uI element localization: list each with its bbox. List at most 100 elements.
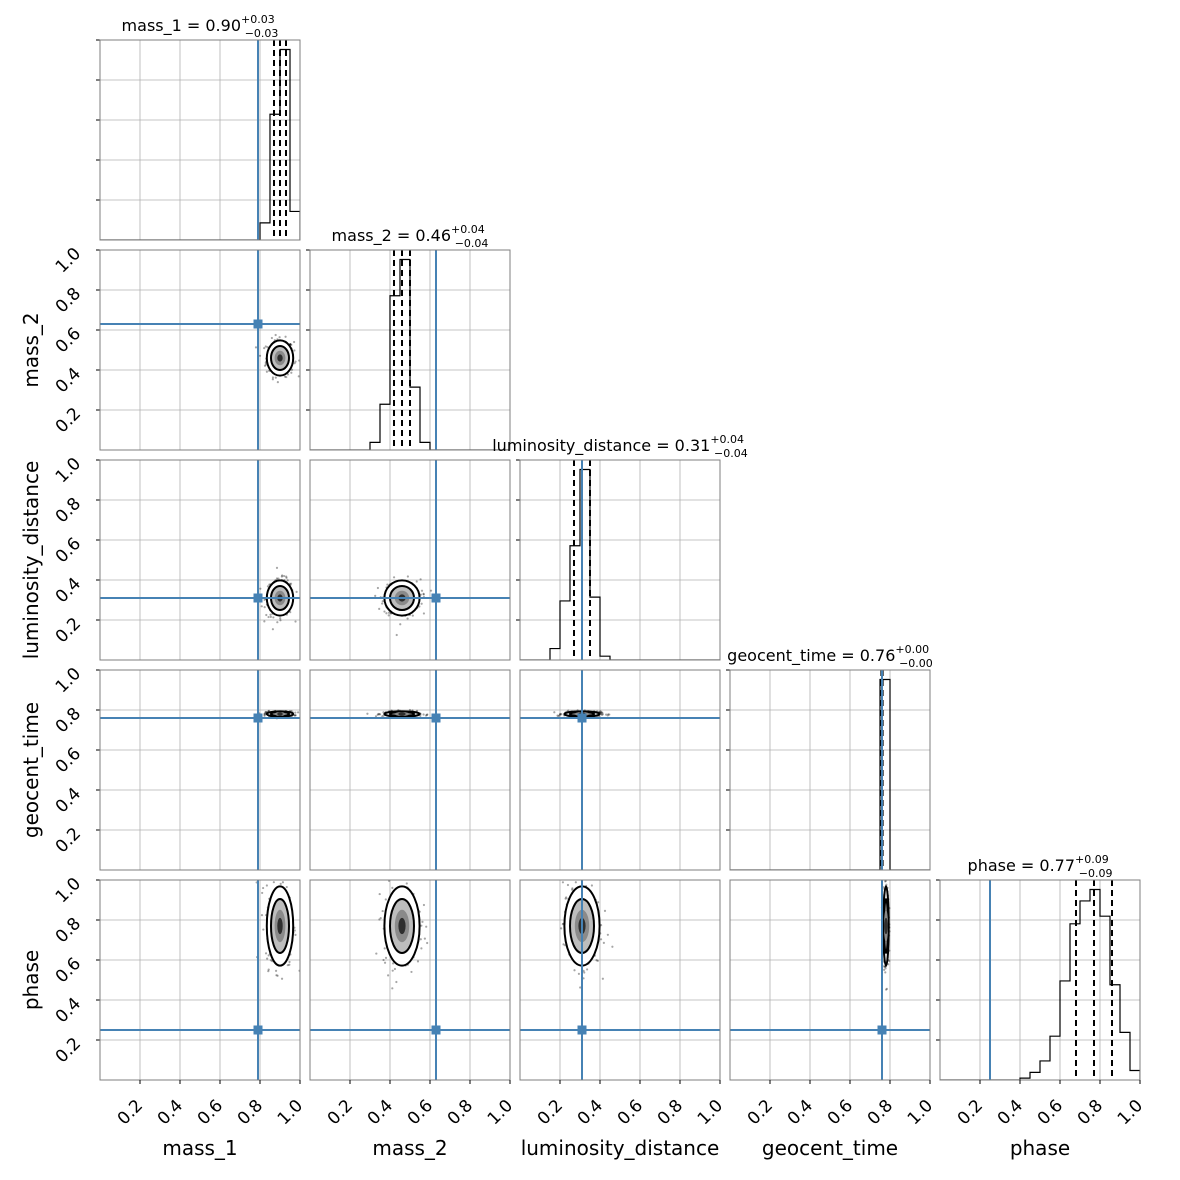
sample-point xyxy=(596,959,599,962)
ytick-label: 0.6 xyxy=(52,324,85,357)
sample-point xyxy=(272,881,275,884)
xtick-label: 0.8 xyxy=(864,1096,897,1129)
ylabel-geocent_time: geocent_time xyxy=(19,702,43,838)
sample-point xyxy=(275,974,278,977)
sample-point xyxy=(294,360,297,363)
sample-point xyxy=(384,956,388,960)
sample-point xyxy=(267,970,270,973)
sample-point xyxy=(285,576,288,579)
sample-point xyxy=(263,712,266,715)
sample-point xyxy=(374,594,377,597)
ylabel-phase: phase xyxy=(19,950,43,1010)
sample-point xyxy=(286,964,289,967)
panel-luminosity_distance-vs-geocent_time xyxy=(519,669,721,871)
sample-point xyxy=(586,968,589,971)
sample-point xyxy=(275,566,279,569)
panel-frame xyxy=(309,669,511,871)
histogram-geocent_time xyxy=(730,678,930,870)
sample-point xyxy=(883,968,886,972)
sample-point xyxy=(422,592,425,595)
title-mass_1: mass_1 = 0.90+0.03 −0.03 xyxy=(122,13,279,40)
xtick-label: 1.0 xyxy=(694,1096,727,1129)
sample-point xyxy=(279,882,282,885)
sample-point xyxy=(274,376,277,379)
sample-point xyxy=(282,574,286,578)
panel-titles: mass_1 = 0.90+0.03 −0.03 mass_2 = 0.46+0.… xyxy=(122,13,1113,880)
sample-point xyxy=(263,605,266,609)
sample-point xyxy=(601,711,604,714)
xtick-label: 0.4 xyxy=(574,1096,607,1129)
panel-content xyxy=(520,670,720,870)
sample-point xyxy=(423,937,426,940)
panel-mass_1 xyxy=(96,39,301,241)
xtick-label: 0.2 xyxy=(744,1096,777,1129)
sample-point xyxy=(571,887,574,890)
ylabel-mass_2: mass_2 xyxy=(19,312,43,387)
x-axis-labels: mass_1 mass_2 luminosity_distance geocen… xyxy=(162,1136,1070,1160)
truth-marker xyxy=(577,1025,587,1035)
sample-point xyxy=(424,714,428,717)
sample-point xyxy=(263,713,266,716)
sample-point xyxy=(276,974,279,977)
panel-content xyxy=(100,40,300,240)
sample-point xyxy=(383,610,386,613)
corner-panels: 0.20.40.60.81.00.20.40.60.81.00.20.40.60… xyxy=(52,39,1147,1129)
sample-point xyxy=(270,336,273,340)
panel-frame xyxy=(99,879,301,1081)
sample-point xyxy=(266,346,269,349)
density-contour-3 xyxy=(277,712,283,716)
panel-content xyxy=(100,460,300,660)
sample-point xyxy=(283,375,287,378)
sample-point xyxy=(366,712,369,715)
sample-point xyxy=(560,713,563,716)
sample-point xyxy=(378,607,381,610)
ytick-label: 0.4 xyxy=(52,784,85,817)
sample-point xyxy=(265,613,268,617)
ytick-label: 0.2 xyxy=(52,404,85,437)
sample-point xyxy=(406,575,409,578)
sample-point xyxy=(293,929,296,932)
sample-point xyxy=(285,575,288,578)
density-contour-3 xyxy=(884,917,888,935)
sample-point xyxy=(406,617,409,620)
sample-point xyxy=(420,589,424,592)
sample-point xyxy=(411,614,414,617)
sample-point xyxy=(386,583,389,586)
panel-geocent_time-vs-phase: 0.2 0.4 0.6 0.8 1.0 xyxy=(729,879,937,1129)
xtick-label: 0.2 xyxy=(534,1096,567,1129)
sample-point xyxy=(599,710,602,713)
xlabel-phase: phase xyxy=(1010,1136,1070,1160)
sample-point xyxy=(272,616,275,619)
sample-point xyxy=(393,967,397,971)
truth-marker xyxy=(253,713,263,723)
ytick-label: 1.0 xyxy=(52,874,85,907)
sample-point xyxy=(600,711,603,714)
sample-point xyxy=(882,965,886,968)
panel-phase: 0.2 0.4 0.6 0.8 1.0 xyxy=(936,879,1147,1129)
sample-point xyxy=(381,600,384,603)
sample-point xyxy=(378,918,381,921)
sample-point xyxy=(606,933,609,936)
sample-point xyxy=(292,340,296,344)
sample-point xyxy=(274,969,278,972)
panel-mass_1-vs-phase: 0.20.40.60.81.00.2 0.4 0.6 0.8 1.0 xyxy=(52,874,307,1129)
sample-point xyxy=(391,962,395,965)
sample-point xyxy=(293,349,296,352)
xtick-label: 1.0 xyxy=(484,1096,517,1129)
sample-point xyxy=(261,891,264,895)
sample-point xyxy=(575,877,577,879)
sample-point xyxy=(395,633,398,637)
sample-point xyxy=(562,943,565,946)
sample-point xyxy=(254,346,258,349)
title-geocent_time: geocent_time = 0.76+0.00 −0.00 xyxy=(727,643,933,670)
density-contour-3 xyxy=(277,354,283,362)
panel-frame xyxy=(519,879,721,1081)
xtick-label: 0.4 xyxy=(364,1096,397,1129)
panel-frame xyxy=(99,249,301,451)
sample-point xyxy=(264,952,268,955)
sample-point xyxy=(266,957,269,960)
sample-point xyxy=(410,970,413,974)
sample-point xyxy=(294,714,297,717)
xtick-label: 1.0 xyxy=(904,1096,937,1129)
ylabel-luminosity_distance: luminosity_distance xyxy=(19,461,43,660)
